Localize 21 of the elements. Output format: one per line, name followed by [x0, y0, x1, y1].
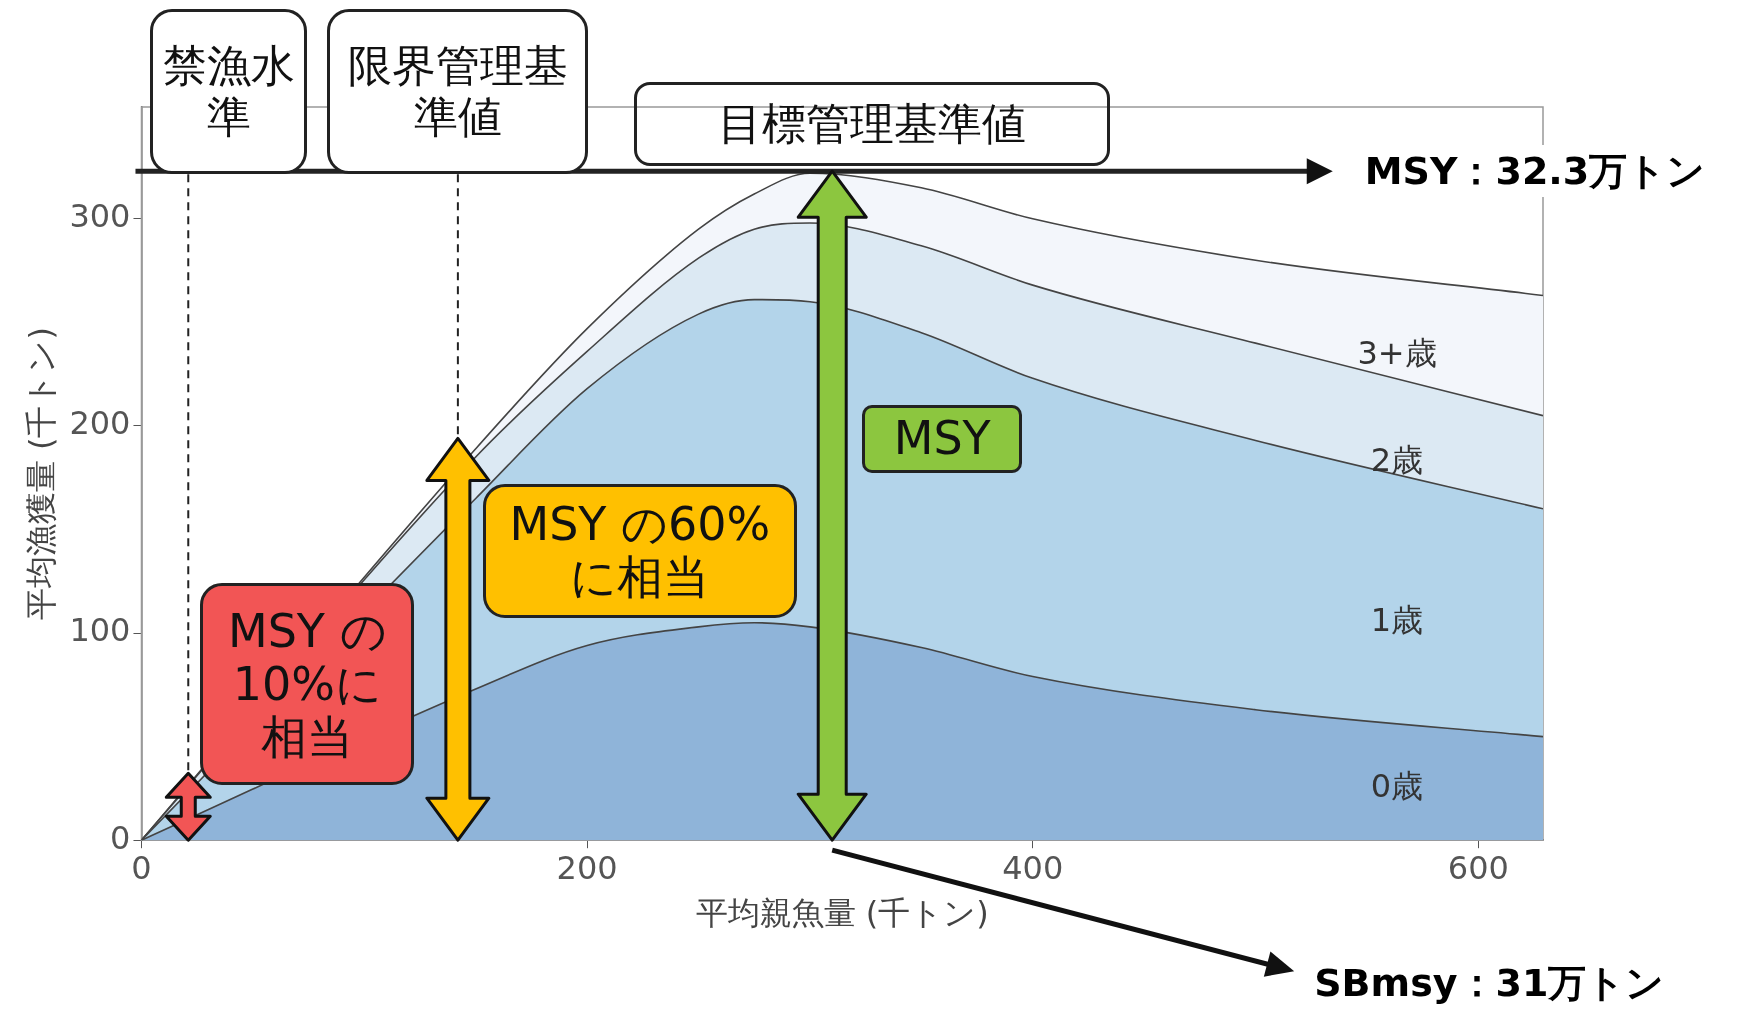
- y-tick-label: 0: [110, 818, 131, 857]
- series-label: 3+歳: [1357, 333, 1437, 372]
- annotation: MSY の10%に相当: [200, 583, 415, 786]
- y-tick-label: 100: [69, 611, 131, 650]
- annotation: MSY: [862, 404, 1023, 473]
- ref-line-label: 限界管理基準値: [327, 9, 589, 174]
- y-tick-label: 200: [69, 404, 131, 443]
- series-label: 2歳: [1370, 440, 1424, 479]
- x-tick-label: 400: [1002, 848, 1064, 887]
- ref-line-label: MSY：32.3万トン: [1358, 145, 1712, 198]
- annotation: 目標管理基準値: [634, 82, 1111, 167]
- x-axis-title: 平均親魚量 (千トン): [695, 894, 989, 933]
- text: SBmsy：31万トン: [1314, 960, 1665, 1008]
- ref-line-label: 禁漁水準: [150, 9, 308, 174]
- x-tick-label: 600: [1447, 848, 1509, 887]
- y-axis-title: 平均漁獲量 (千トン): [21, 327, 60, 621]
- y-tick-label: 300: [69, 197, 131, 236]
- series-label: 1歳: [1370, 601, 1424, 640]
- x-tick-label: 200: [556, 848, 618, 887]
- series-label: 0歳: [1370, 766, 1424, 805]
- annotation: MSY の60%に相当: [482, 483, 797, 618]
